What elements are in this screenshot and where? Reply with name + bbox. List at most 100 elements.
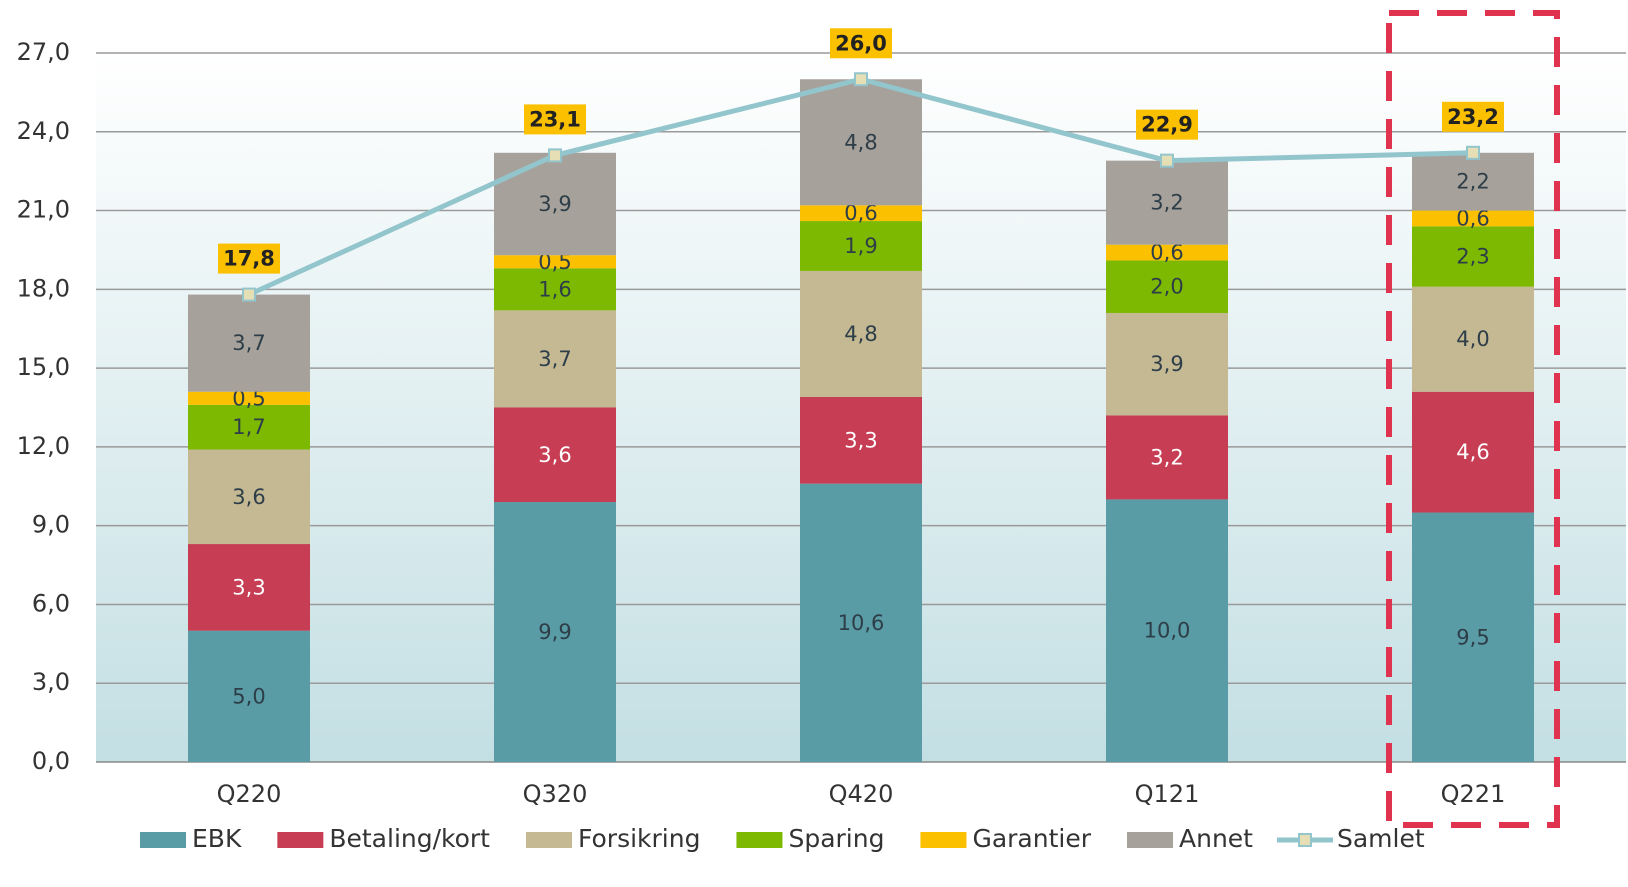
legend-label: Garantier [972,824,1091,853]
bar-segment [1106,244,1228,261]
total-label: 22,9 [1141,113,1193,137]
bar-segment [800,483,922,762]
x-tick-label: Q420 [829,780,894,808]
legend-label: EBK [192,824,242,853]
bar-segment [800,221,922,271]
data-label: 4,6 [1456,440,1489,464]
legend-label: Forsikring [578,824,700,853]
bar-segment [1412,210,1534,227]
data-label: 3,9 [538,192,571,216]
bar-segment [1106,160,1228,245]
data-label: 3,3 [844,428,877,452]
data-label: 9,5 [1456,625,1489,649]
bar-segment [1412,286,1534,392]
data-label: 2,3 [1456,245,1489,269]
legend-swatch [140,832,186,848]
data-label: 4,8 [844,322,877,346]
data-label: 4,0 [1456,327,1489,351]
y-tick-label: 12,0 [17,432,70,460]
bar-segment [494,152,616,256]
legend-swatch [277,832,324,848]
y-tick-label: 15,0 [17,353,70,381]
data-label: 10,0 [1144,619,1191,643]
line-marker [548,148,562,163]
data-label: 3,7 [232,331,265,355]
total-label-box [1442,101,1504,132]
total-label: 26,0 [835,31,887,55]
bar-segment [188,294,310,392]
x-tick-label: Q220 [217,780,282,808]
data-label: 1,7 [232,415,265,439]
y-tick-label: 0,0 [32,747,70,775]
data-label: 3,2 [1150,445,1183,469]
data-label: 9,9 [538,620,571,644]
legend-label: Annet [1179,824,1253,853]
bar-segment [800,270,922,397]
total-label-box [218,243,280,274]
y-tick-label: 27,0 [17,38,70,66]
bar-segment [1106,260,1228,313]
bar-segment [188,544,310,631]
data-label: 10,6 [838,611,885,635]
legend-swatch-marker [1297,833,1312,847]
x-tick-label: Q121 [1135,780,1200,808]
bar-segment [1106,499,1228,762]
total-label: 23,1 [529,107,581,131]
y-tick-label: 6,0 [32,589,70,617]
bar-segment [1412,391,1534,513]
data-label: 2,2 [1456,170,1489,194]
bar-segment [494,255,616,269]
highlight-box [1386,10,1560,828]
legend-label: Samlet [1337,824,1425,853]
total-label: 17,8 [223,247,275,271]
bar-segment [188,449,310,545]
bar-segment [188,630,310,762]
bar-segment [188,391,310,405]
bar-segment [494,310,616,408]
total-label: 23,2 [1447,105,1499,129]
bar-segment [1106,312,1228,416]
bar-segment [1412,512,1534,762]
data-label: 3,7 [538,347,571,371]
bar-segment [494,407,616,503]
y-tick-label: 21,0 [17,196,70,224]
x-tick-label: Q320 [523,780,588,808]
legend-label: Sparing [788,824,884,853]
data-label: 5,0 [232,684,265,708]
bar-segment [1412,152,1534,211]
bar-segment [494,502,616,762]
line-marker [242,287,256,302]
total-label-box [830,28,892,59]
total-label-box [524,104,586,135]
bar-segment [188,404,310,450]
y-tick-label: 9,0 [32,511,70,539]
line-marker [1466,145,1480,160]
bar-segment [800,79,922,206]
bar-segment [494,268,616,311]
data-label: 3,2 [1150,191,1183,215]
data-label: 1,6 [538,277,571,301]
legend-swatch [1127,832,1173,848]
legend-swatch [526,832,572,848]
data-label: 3,6 [232,485,265,509]
data-label: 3,9 [1150,352,1183,376]
legend-label: Betaling/kort [329,824,490,853]
data-label: 4,8 [844,130,877,154]
bar-segment [1412,226,1534,287]
data-label: 3,6 [538,443,571,467]
legend-swatch [920,832,967,848]
data-label: 3,3 [232,575,265,599]
bar-segment [800,396,922,484]
bar-segment [800,205,922,222]
line-marker [854,72,868,87]
y-tick-label: 18,0 [17,274,70,302]
y-tick-label: 24,0 [17,117,70,145]
total-label-box [1136,109,1198,140]
legend-swatch [736,832,783,848]
data-label: 2,0 [1150,275,1183,299]
bar-segment [1106,415,1228,500]
line-marker [1160,153,1174,168]
data-label: 1,9 [844,234,877,258]
x-tick-label: Q221 [1441,780,1506,808]
